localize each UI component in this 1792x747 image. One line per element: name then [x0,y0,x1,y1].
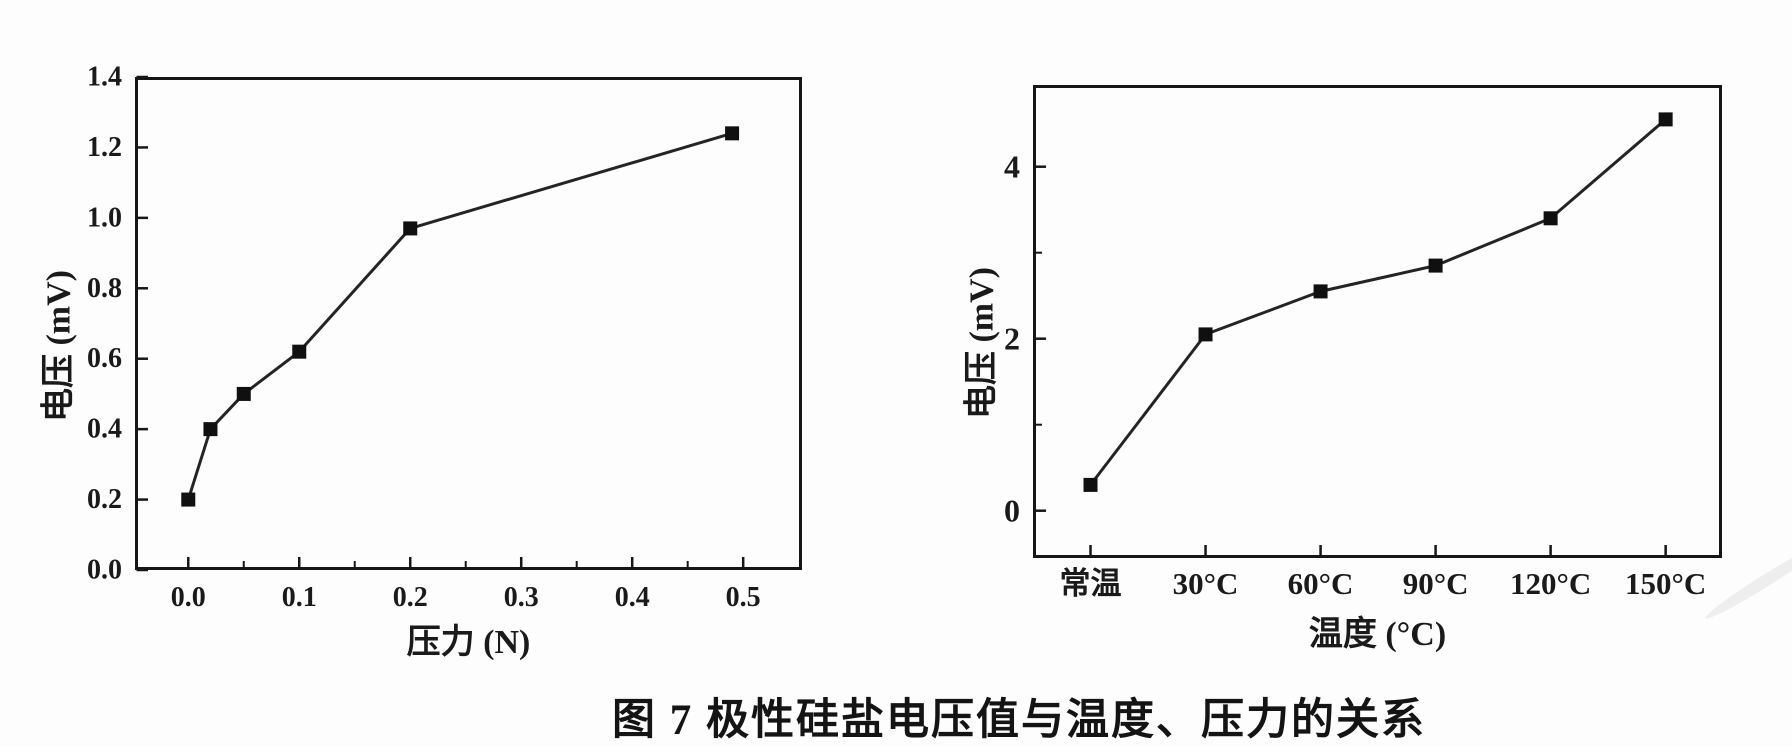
data-point-marker [292,344,307,359]
y-tick-label: 4 [1004,149,1020,185]
data-point-marker [1658,112,1673,127]
y-tick-label: 0.4 [87,414,122,445]
temperature-chart-y-axis-label: 电压 (mV) [963,266,1001,420]
data-point-marker [403,221,418,236]
temperature-voltage-chart: 常温 30°C 60°C 90°C 120°C 150°C 0 2 4 [1004,85,1722,601]
data-point-marker [181,492,196,507]
x-tick-label: 150°C [1625,566,1706,601]
plot-border [135,77,802,570]
pressure-chart-x-axis-label: 压力 (N) [406,624,531,661]
data-point-marker [725,126,740,141]
data-point-marker [1198,327,1213,342]
x-tick-label: 0.4 [615,582,650,613]
x-tick-label: 30°C [1173,566,1239,601]
x-tick-label: 0.2 [393,582,428,613]
y-tick-label: 1.0 [87,202,122,233]
data-point-marker [1428,258,1443,273]
pressure-voltage-chart: 0.0 0.1 0.2 0.3 0.4 0.5 0.0 0.2 0.4 0.6 0.8 1.0 1.2 1… [87,62,802,613]
y-tick-label: 2 [1004,321,1020,357]
y-tick-label: 0.8 [87,273,122,304]
y-tick-label: 1.2 [87,132,122,163]
data-point-marker [1083,477,1098,492]
x-tick-label: 0.0 [171,582,206,613]
y-tick-label: 0 [1004,493,1020,529]
x-tick-label: 90°C [1403,566,1469,601]
x-tick-label: 0.5 [726,582,761,613]
temperature-chart-x-axis-label: 温度 (°C) [1308,616,1447,653]
data-point-marker [236,386,251,401]
x-tick-label: 60°C [1288,566,1354,601]
x-tick-label: 0.3 [504,582,539,613]
y-tick-label: 0.0 [87,555,122,586]
x-tick-label: 常温 [1060,566,1122,601]
data-point-marker [203,422,218,437]
y-tick-label: 0.2 [87,484,122,515]
data-point-marker [1543,211,1558,226]
plot-border [1033,85,1722,558]
pressure-chart-y-axis-label: 电压 (mV) [40,269,78,423]
figure-caption: 图 7 极性硅盐电压值与温度、压力的关系 [612,697,1426,744]
y-tick-label: 0.6 [87,343,122,374]
x-tick-label: 120°C [1510,566,1591,601]
data-line [1089,118,1667,486]
data-point-marker [1313,284,1328,299]
x-tick-label: 0.1 [282,582,317,613]
y-tick-label: 1.4 [87,62,122,93]
data-line [186,131,733,501]
